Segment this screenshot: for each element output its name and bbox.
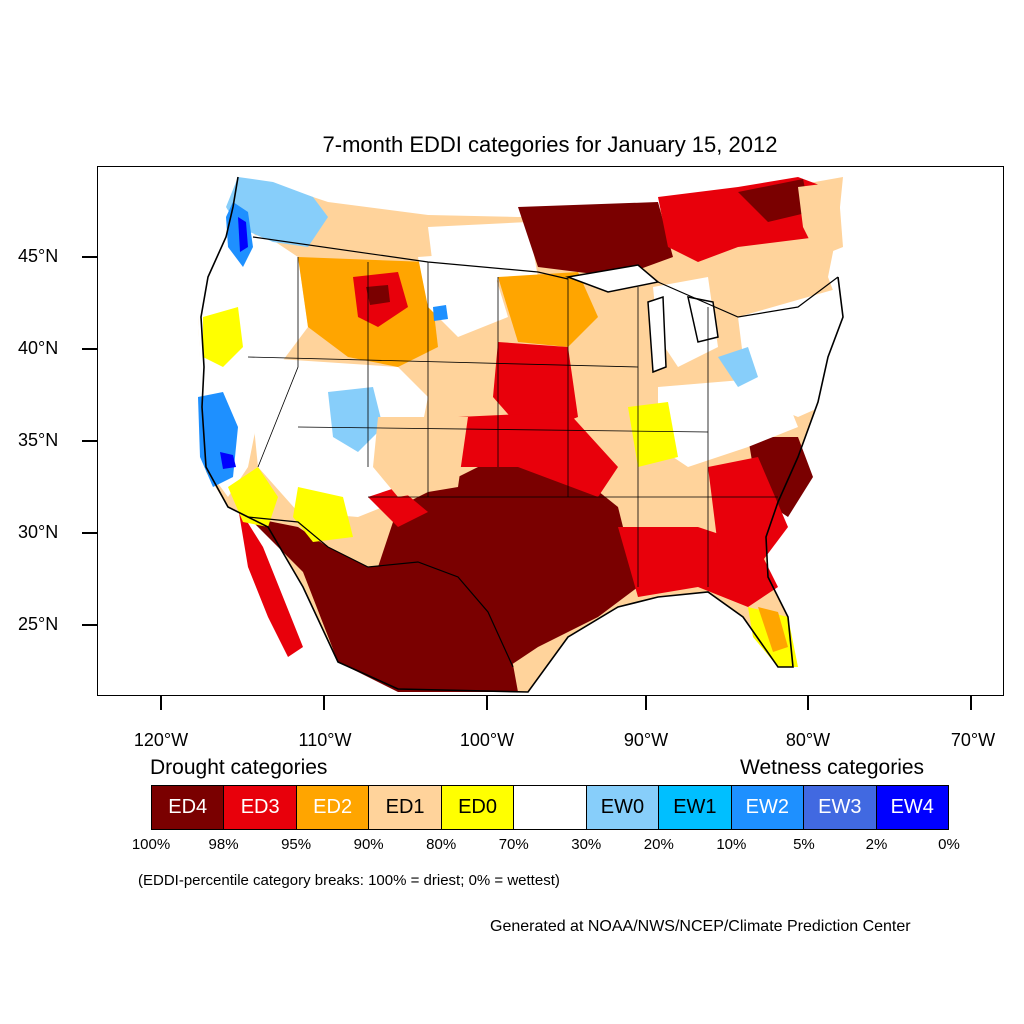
legend-break-label: 90% [353, 836, 384, 853]
drought-heading: Drought categories [150, 756, 328, 779]
us-mexico-border [247, 516, 514, 668]
ohio-ed0 [628, 402, 678, 467]
legend-cell-ew2: EW2 [731, 786, 805, 829]
quebec-ed1 [798, 182, 843, 257]
legend-cell-ed0: ED0 [441, 786, 515, 829]
minnesota-ed4 [518, 202, 673, 277]
legend-break-label: 0% [938, 836, 960, 853]
mexico-region [248, 517, 518, 692]
lat-label-25: 25°N [18, 614, 59, 634]
legend-break-label: 80% [426, 836, 457, 853]
dakotas-white [428, 222, 538, 282]
lake-huron [687, 296, 719, 343]
us-canada-border [252, 236, 839, 318]
lat-label-45: 45°N [18, 246, 59, 266]
lon-label-100w: 100°W [459, 730, 515, 750]
lat-tick [82, 532, 97, 534]
florida-ed2 [758, 607, 788, 652]
lat-label-30: 30°N [18, 522, 59, 542]
lon-label-110w: 110°W [298, 730, 352, 750]
legend-break-label: 98% [208, 836, 239, 853]
lon-label-80w: 80°W [785, 730, 831, 750]
wy-wet-dot [433, 305, 448, 321]
lat-label-35: 35°N [18, 430, 59, 450]
az-yellow [293, 487, 353, 542]
legend-break-label: 5% [793, 836, 815, 853]
legend-cell-ew1: EW1 [659, 786, 732, 829]
nm-ed1 [373, 417, 468, 497]
legend-cell-ew4: EW4 [876, 786, 948, 829]
ca-yellow [203, 307, 243, 367]
credit-text: Generated at NOAA/NWS/NCEP/Climate Predi… [490, 918, 911, 935]
lon-tick [970, 696, 972, 710]
upper-midwest-ed2 [498, 272, 598, 347]
lon-tick [486, 696, 488, 710]
lon-label-120w: 120°W [133, 730, 189, 750]
lon-tick [160, 696, 162, 710]
lat-tick [82, 624, 97, 626]
ne-wet-strip [718, 347, 758, 387]
texas-ed4 [378, 467, 638, 667]
lat-tick [82, 256, 97, 258]
legend-cell-neutral [514, 786, 587, 829]
map-title: 7-month EDDI categories for January 15, … [322, 132, 778, 157]
ca-extreme-wet [220, 452, 236, 469]
lon-label-90w: 90°W [623, 730, 669, 750]
wa-extreme-wet [238, 217, 248, 252]
eddi-map [198, 176, 844, 693]
legend-break-label: 20% [643, 836, 674, 853]
legend-break-label: 10% [716, 836, 747, 853]
legend-break-label: 2% [865, 836, 888, 853]
northeast-white [738, 287, 843, 417]
coastline [200, 176, 844, 693]
lon-tick [807, 696, 809, 710]
legend-break-label: 100% [131, 836, 171, 853]
legend-cell-ed3: ED3 [224, 786, 297, 829]
legend-cell-ew0: EW0 [586, 786, 660, 829]
legend-cell-ed2: ED2 [296, 786, 370, 829]
legend-break-label: 30% [571, 836, 602, 853]
montana-ed4 [366, 285, 390, 305]
map-panel [97, 166, 1004, 696]
legend-cell-ew3: EW3 [804, 786, 877, 829]
canada-ed4 [738, 179, 810, 222]
lat-tick [82, 348, 97, 350]
legend-cell-ed4: ED4 [152, 786, 225, 829]
wetness-heading: Wetness categories [740, 756, 925, 779]
utah-wet [328, 387, 383, 452]
legend-break-label: 70% [498, 836, 529, 853]
legend-break-label: 95% [281, 836, 312, 853]
lon-label-70w: 70°W [950, 730, 996, 750]
legend-cell-ed1: ED1 [369, 786, 442, 829]
wa-wet-area [226, 177, 328, 247]
lake-michigan [647, 295, 667, 374]
lat-label-40: 40°N [18, 338, 59, 358]
lon-tick [323, 696, 325, 710]
legend-color-bar: ED4 ED3 ED2 ED1 ED0 EW0 EW1 EW2 EW3 EW4 [151, 785, 949, 830]
lon-tick [645, 696, 647, 710]
category-note: (EDDI-percentile category breaks: 100% =… [138, 872, 560, 889]
ca-south-yellow [228, 467, 278, 527]
state-lines [247, 257, 778, 587]
baja-region [238, 507, 303, 657]
lat-tick [82, 440, 97, 442]
se-ed3 [708, 457, 788, 567]
